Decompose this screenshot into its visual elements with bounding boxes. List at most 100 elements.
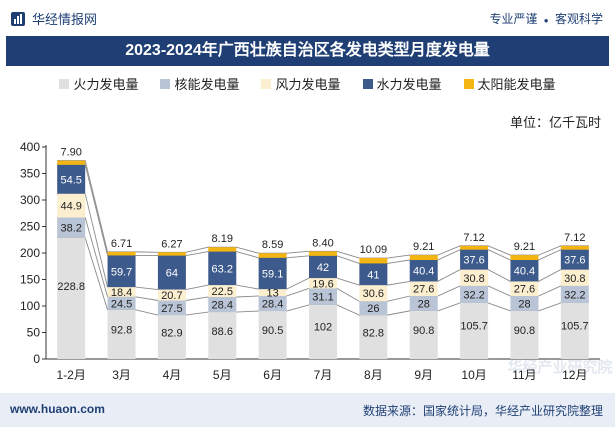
legend-item-solar: 太阳能发电量 (463, 74, 556, 93)
bar-wind (359, 285, 388, 302)
data-label-thermal: 82.9 (161, 328, 182, 340)
data-label-nuclear: 27.5 (161, 303, 182, 315)
y-tick-label: 350 (20, 167, 40, 181)
data-label-thermal: 105.7 (561, 320, 589, 332)
data-label-hydro: 41 (367, 269, 379, 281)
legend-label-nuclear: 核能发电量 (174, 77, 240, 92)
brand-name: 华经情报网 (32, 12, 98, 27)
bar-nuclear (409, 296, 438, 311)
bar-nuclear (208, 296, 237, 313)
data-label-hydro: 59.1 (262, 268, 283, 280)
tagline-separator: ● (543, 16, 549, 25)
chart-title: 2023-2024年广西壮族自治区各发电类型月度发电量 (6, 36, 609, 66)
bar-solar (409, 255, 438, 260)
bar-solar (510, 255, 539, 260)
x-tick-label: 3月 (112, 368, 131, 382)
tagline: 专业严谨 ● 客观科学 (489, 10, 603, 27)
bar-nuclear (157, 300, 186, 316)
data-label-thermal: 90.8 (413, 325, 434, 337)
bar-solar (309, 251, 337, 256)
legend-swatch-nuclear (160, 78, 171, 89)
footer-website: www.huaon.com (10, 402, 105, 416)
top-bar: 华经情报网 专业严谨 ● 客观科学 (0, 0, 615, 36)
bar-hydro (157, 255, 186, 290)
bar-wind (560, 269, 589, 286)
footer: www.huaon.com 数据来源：国家统计局，华经产业研究院整理 (0, 393, 615, 427)
bar-solar (107, 251, 136, 256)
y-tick-label: 0 (33, 352, 40, 366)
brand-logo-icon (11, 11, 25, 26)
bar-thermal (208, 312, 237, 359)
legend-swatch-solar (463, 78, 474, 89)
data-label-wind: 30.8 (463, 273, 484, 285)
data-label-nuclear: 24.5 (111, 298, 132, 310)
bar-solar (57, 160, 86, 165)
bar-thermal (107, 309, 136, 359)
data-label-wind: 30.6 (363, 288, 384, 300)
legend-label-hydro: 水力发电量 (376, 77, 442, 92)
bar-hydro (258, 257, 287, 290)
data-label-nuclear: 28.4 (212, 300, 233, 312)
watermark-text: 华经产业研究院 (507, 358, 612, 376)
bar-thermal (157, 315, 186, 359)
legend-label-thermal: 火力发电量 (73, 77, 139, 92)
data-label-wind: 13 (267, 288, 279, 300)
legend-item-nuclear: 核能发电量 (160, 74, 239, 93)
legend-label-wind: 风力发电量 (275, 77, 341, 92)
legend-label-solar: 太阳能发电量 (477, 77, 556, 92)
data-label-wind: 22.5 (212, 286, 233, 298)
legend-swatch-thermal (59, 78, 70, 89)
bar-solar (157, 252, 186, 256)
data-label-solar: 6.71 (111, 238, 132, 250)
data-label-wind: 19.6 (312, 278, 333, 290)
legend-swatch-hydro (362, 78, 373, 89)
bar-hydro (359, 263, 388, 286)
x-tick-label: 6月 (263, 368, 282, 382)
footer-source: 数据来源：国家统计局，华经产业研究院整理 (362, 404, 603, 418)
bar-nuclear (107, 296, 136, 310)
data-label-hydro: 40.4 (413, 266, 434, 278)
x-tick-label: 7月 (314, 368, 333, 382)
data-label-thermal: 105.7 (460, 320, 488, 332)
bar-hydro (107, 255, 136, 288)
data-label-solar: 6.27 (161, 238, 182, 250)
x-tick-label: 4月 (163, 368, 182, 382)
bar-solar (359, 258, 388, 264)
data-label-hydro: 40.4 (514, 266, 535, 278)
y-tick-label: 100 (20, 299, 40, 313)
x-tick-label: 10月 (461, 368, 486, 382)
bar-wind (157, 289, 186, 301)
legend-swatch-wind (261, 78, 272, 89)
y-tick-label: 200 (20, 246, 40, 260)
bar-wind (510, 281, 539, 297)
x-tick-label: 8月 (364, 368, 383, 382)
bar-hydro (409, 259, 438, 282)
x-tick-label: 5月 (213, 368, 232, 382)
bar-hydro (57, 164, 86, 194)
x-tick-label: 9月 (414, 368, 433, 382)
bar-hydro (560, 249, 589, 270)
bar-hydro (208, 251, 237, 286)
data-label-nuclear: 26 (367, 303, 379, 315)
data-label-hydro: 37.6 (564, 255, 585, 267)
bar-thermal (258, 311, 287, 359)
bar-nuclear (460, 285, 489, 303)
bar-wind (107, 287, 136, 297)
bar-solar (258, 253, 287, 258)
unit-label: 单位：亿千瓦时 (509, 115, 601, 130)
bar-wind (258, 289, 287, 296)
bar-solar (560, 245, 589, 250)
data-label-thermal: 92.8 (111, 324, 132, 336)
data-label-solar: 8.40 (312, 237, 333, 249)
data-label-thermal: 90.8 (514, 325, 535, 337)
bar-thermal (57, 237, 86, 359)
legend-item-hydro: 水力发电量 (362, 74, 442, 93)
bar-nuclear (258, 295, 287, 312)
bar-thermal (309, 304, 337, 359)
y-tick-label: 150 (20, 273, 40, 287)
x-tick-label: 12月 (562, 368, 587, 382)
data-label-nuclear: 28.4 (262, 299, 283, 311)
data-label-solar: 7.12 (463, 232, 484, 244)
tagline-left: 专业严谨 (489, 12, 538, 26)
x-tick-label: 1-2月 (57, 368, 86, 382)
